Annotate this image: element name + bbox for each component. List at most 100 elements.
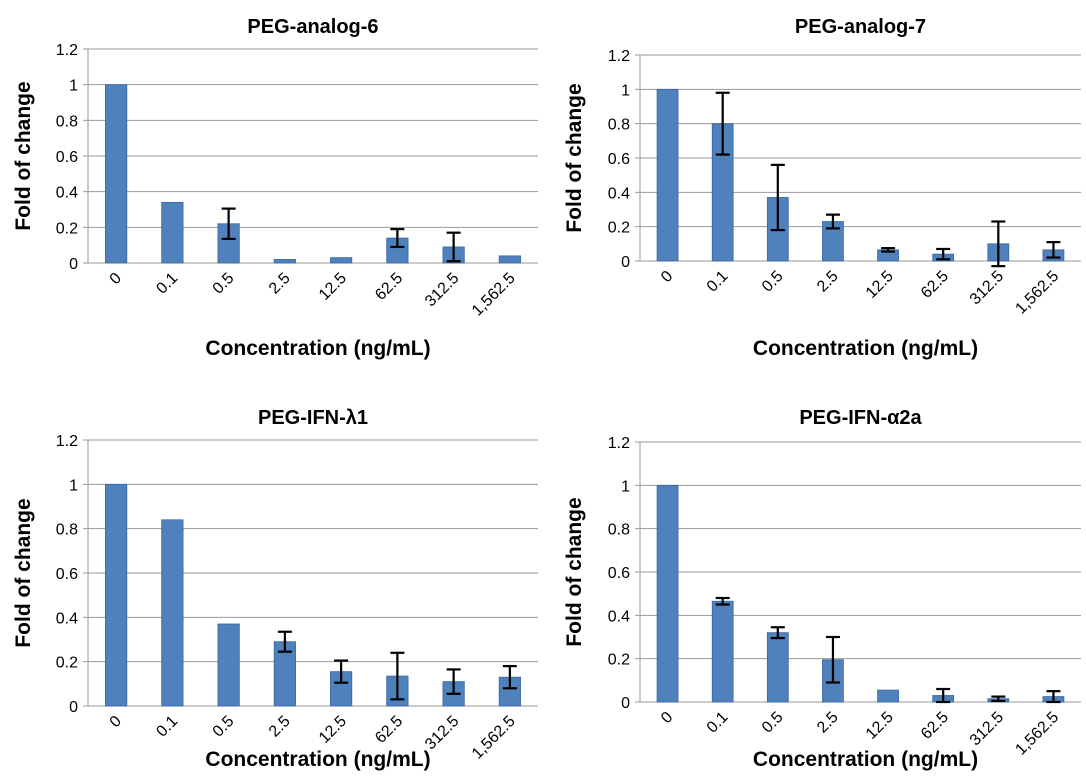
bar [656,88,679,262]
error-bar [770,626,785,640]
bar [217,623,240,707]
y-tick-label: 0.4 [608,608,630,625]
x-tick-label: 0 [658,268,676,286]
y-tick-label: 0.4 [56,610,78,627]
x-tick-label: 2.5 [266,713,294,741]
x-tick-label: 0.5 [210,713,238,741]
y-tick-label: 1 [621,478,630,495]
y-tick-label: 0 [69,256,78,273]
bar [711,600,734,703]
y-axis-label: Fold of change [12,498,35,647]
y-tick-label: 1.2 [56,42,78,59]
x-tick-label: 1,562.5 [1012,709,1062,759]
x-tick-label: 0.5 [759,268,787,296]
y-axis-label: Fold of change [563,83,586,232]
y-axis-label: Fold of change [12,81,35,230]
bar [105,84,128,264]
error-bar [390,228,405,249]
y-tick-label: 0.4 [608,185,630,202]
bar [656,484,679,703]
x-tick-label: 62.5 [918,709,952,743]
bar [161,201,184,264]
error-bar [825,635,840,684]
x-tick-label: 2.5 [266,270,294,298]
error-bar [277,630,292,653]
error-bar [334,659,349,684]
x-tick-label: 12.5 [316,713,350,747]
x-tick-label: 62.5 [918,268,952,302]
x-tick-label: 0.5 [210,270,238,298]
x-tick-label: 1,562.5 [1012,268,1062,318]
x-tick-label: 1,562.5 [469,713,519,763]
x-tick-label: 312.5 [422,270,462,310]
y-tick-label: 0 [621,695,630,712]
y-tick-label: 0.8 [56,522,78,539]
y-axis-label: Fold of change [563,497,586,646]
error-bar [1046,241,1061,259]
x-tick-label: 2.5 [814,709,842,737]
y-tick-label: 1.2 [56,433,78,450]
y-tick-label: 0 [621,254,630,271]
y-tick-label: 0.6 [608,151,630,168]
y-tick-label: 0.4 [56,185,78,202]
x-tick-label: 62.5 [372,713,406,747]
chart-peg-analog-6: PEG-analog-6 0 0.2 0.4 0.6 0.8 1 1.2 0 0.1 0.5 2.5 1… [0,0,543,388]
y-tick-label: 0.2 [56,220,78,237]
x-tick-label: 0.5 [759,709,787,737]
chart-svg: PEG-analog-7 0 0.2 0.4 0.6 0.8 1 1.2 0 0.1 0.5 2.5 1… [563,16,1081,360]
y-tick-label: 0.2 [56,655,78,672]
bar [273,259,296,264]
chart-title: PEG-IFN-α2a [799,407,922,429]
error-bar [446,668,461,695]
chart-peg-ifn-alpha2a: PEG-IFN-α2a 0 0.2 0.4 0.6 0.8 1 1.2 0 0.1 0.5 2.5 12… [543,388,1086,776]
x-tick-label: 0.1 [153,713,181,741]
x-tick-label: 2.5 [814,268,842,296]
error-bar [502,665,517,690]
error-bar [1046,690,1061,704]
y-tick-label: 1.2 [608,48,630,65]
error-bar [446,231,461,263]
chart-title: PEG-analog-7 [795,16,926,38]
x-tick-label: 312.5 [967,268,1007,308]
y-tick-label: 0.6 [56,566,78,583]
y-tick-label: 0.8 [608,522,630,539]
y-tick-label: 0.8 [608,117,630,134]
x-tick-label: 312.5 [967,709,1007,749]
x-tick-label: 0.1 [704,709,732,737]
y-tick-label: 0.2 [608,652,630,669]
y-tick-label: 1 [69,78,78,95]
x-tick-label: 62.5 [372,270,406,304]
x-tick-label: 0.1 [704,268,732,296]
x-tick-label: 0 [107,713,125,731]
chart-title: PEG-analog-6 [247,16,378,38]
x-tick-label: 12.5 [863,268,897,302]
chart-svg: PEG-analog-6 0 0.2 0.4 0.6 0.8 1 1.2 0 0.1 0.5 2.5 1… [12,16,538,360]
chart-peg-analog-7: PEG-analog-7 0 0.2 0.4 0.6 0.8 1 1.2 0 0.1 0.5 2.5 1… [543,0,1086,388]
error-bar [715,91,730,156]
error-bar [936,247,951,261]
bar [498,255,521,264]
chart-svg: PEG-IFN-α2a 0 0.2 0.4 0.6 0.8 1 1.2 0 0.1 0.5 2.5 12… [563,407,1081,771]
x-tick-label: 1,562.5 [469,270,519,320]
y-tick-label: 1.2 [608,435,630,452]
y-tick-label: 0.6 [56,149,78,166]
x-tick-label: 12.5 [863,709,897,743]
x-axis-label: Concentration (ng/mL) [205,748,430,771]
x-tick-label: 0 [107,270,125,288]
error-bar [936,687,951,704]
x-tick-label: 0.1 [153,270,181,298]
x-axis-label: Concentration (ng/mL) [753,337,978,360]
chart-title: PEG-IFN-λ1 [258,407,368,429]
bar [766,632,789,703]
error-bar [825,213,840,230]
y-tick-label: 1 [69,477,78,494]
x-tick-label: 12.5 [316,270,350,304]
y-tick-label: 0 [69,699,78,716]
error-bar [715,596,730,606]
y-tick-label: 0.6 [608,565,630,582]
chart-svg: PEG-IFN-λ1 0 0.2 0.4 0.6 0.8 1 1.2 0 0.1 0.5 2.5 12.… [12,407,538,771]
error-bar [221,207,236,241]
bar [330,257,353,264]
y-tick-label: 0.8 [56,113,78,130]
error-bar [770,163,785,232]
